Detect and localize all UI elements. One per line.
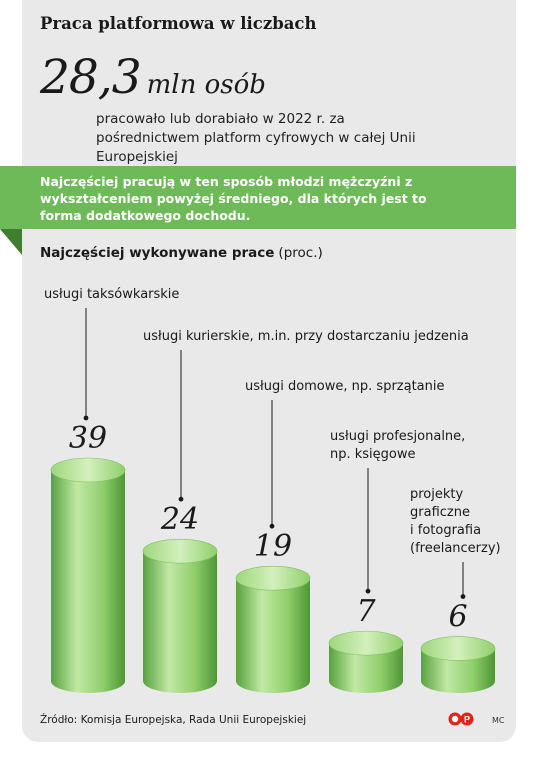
banner-text: Najczęściej pracują w ten sposób młodzi …	[40, 174, 427, 223]
connector-dot-0	[83, 415, 89, 421]
value-label-1: 24	[160, 502, 199, 537]
value-label-0: 39	[69, 421, 107, 456]
bar-2	[236, 578, 310, 693]
category-label-4: projekty graficzne i fotografia (freelancer…	[410, 487, 501, 556]
bar-top-4	[420, 636, 496, 661]
connector-dot-2	[269, 523, 275, 529]
bar-top-0	[50, 457, 126, 483]
connector-dot-3	[365, 588, 371, 594]
page-title: Praca platformowa w liczbach	[40, 14, 317, 33]
connector-dot-1	[178, 496, 184, 502]
source-note: Źródło: Komisja Europejska, Rada Unii Eu…	[40, 714, 307, 726]
bar-top-1	[142, 538, 218, 564]
author-credit: MC	[492, 716, 505, 725]
headline-number: 28,3	[40, 50, 142, 105]
bar-top-2	[235, 565, 311, 591]
bar-4	[421, 648, 495, 693]
svg-text:P: P	[464, 715, 470, 725]
chart-heading-unit: (proc.)	[278, 245, 323, 261]
value-label-3: 7	[356, 594, 376, 629]
connector-dot-4	[460, 594, 466, 599]
category-label-2: usługi domowe, np. sprzątanie	[245, 379, 445, 394]
value-label-4: 6	[448, 600, 467, 635]
bar-0	[51, 470, 125, 693]
category-label-3: usługi profesjonalne, np. księgowe	[330, 429, 465, 462]
category-label-0: usługi taksówkarskie	[44, 287, 179, 302]
bar-3	[329, 643, 403, 693]
highlight-banner	[0, 166, 516, 229]
publisher-logo: P	[448, 712, 474, 726]
bar-top-3	[328, 630, 404, 656]
headline-unit: mln osób	[146, 70, 266, 100]
intro-text: pracowało lub dorabiało w 2022 r. za poś…	[96, 111, 416, 165]
category-label-1: usługi kurierskie, m.in. przy dostarczan…	[143, 329, 469, 344]
bar-chart: 39 usługi taksówkarskie 24 usługi kurierski…	[44, 287, 501, 693]
bar-1	[143, 551, 217, 693]
chart-heading: Najczęściej wykonywane prace (proc.)	[40, 245, 323, 261]
chart-heading-main: Najczęściej wykonywane prace	[40, 245, 275, 261]
value-label-2: 19	[254, 529, 292, 564]
banner-fold	[0, 229, 22, 255]
headline: 28,3 mln osób	[40, 50, 266, 105]
